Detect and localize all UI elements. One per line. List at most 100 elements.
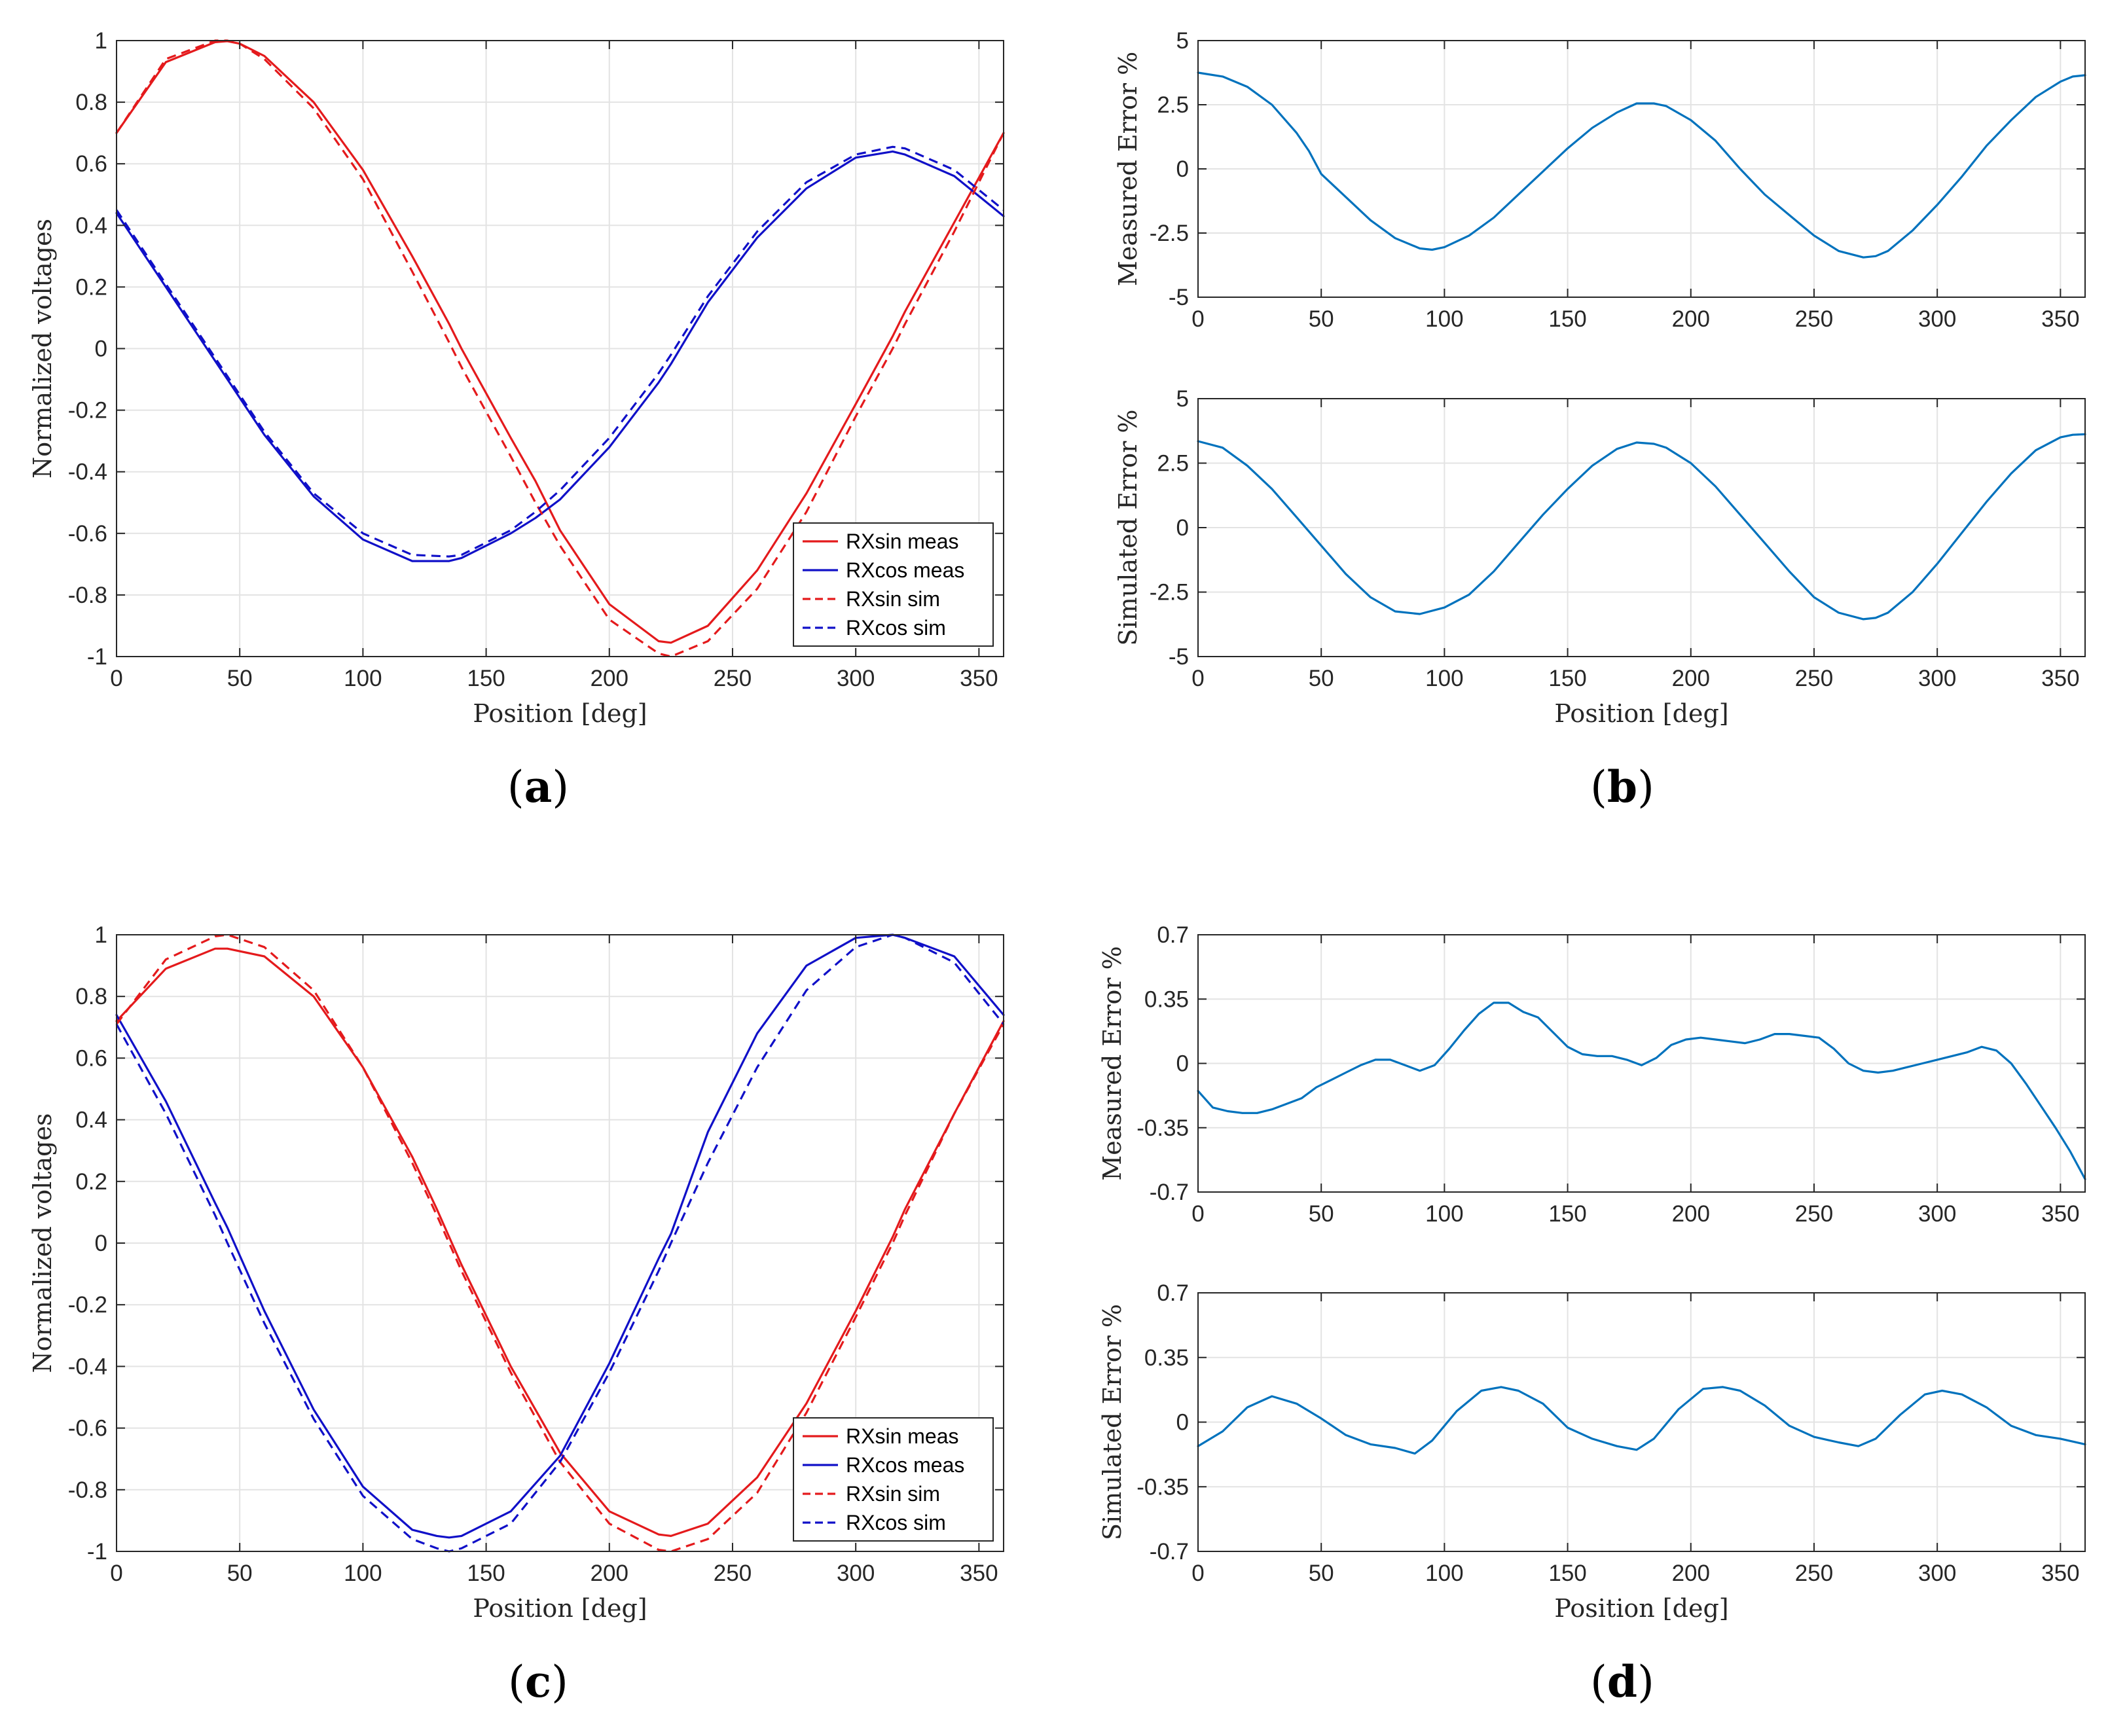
y-tick-label: 0.35 (1144, 986, 1189, 1012)
series-line-simulated-error (1197, 1386, 2086, 1455)
x-tick-label: 250 (714, 666, 752, 691)
chart-b-measured: 0 50 100 150 200 250 300 350 -5 -2.5 0 2.5 5 Measured… (1114, 28, 2086, 332)
legend-box (793, 522, 994, 647)
x-tick-label: 150 (1548, 666, 1586, 691)
y-tick-label: -0.35 (1136, 1115, 1189, 1141)
y-tick-label: -0.35 (1136, 1474, 1189, 1500)
y-axis-label: Measured Error % (1114, 52, 1142, 286)
x-tick-label: 250 (1795, 666, 1833, 691)
y-tick-label: 2.5 (1157, 451, 1189, 477)
series-line-simulated-error (1197, 433, 2086, 621)
x-tick-label: 50 (227, 1561, 253, 1586)
y-axis-label: Measured Error % (1098, 946, 1127, 1180)
x-tick-label: 0 (1191, 1201, 1204, 1227)
legend: RXsin meas RXcos meas RXsin sim RXcos sim (793, 1417, 994, 1542)
x-tick-label: 350 (960, 666, 998, 691)
chart-d-simulated: 0 50 100 150 200 250 300 350 -0.7 -0.35 0 0.35 0.7 Po… (1098, 1280, 2086, 1623)
x-tick-label: 300 (1918, 1201, 1956, 1227)
legend-box (793, 1417, 994, 1542)
y-tick-label: -0.2 (68, 1292, 107, 1318)
y-tick-label: 0.8 (75, 90, 107, 115)
y-tick-label: 0.7 (1157, 1280, 1189, 1306)
legend-entry: RXcos sim (846, 616, 946, 640)
y-tick-label: 0.6 (75, 151, 107, 177)
x-tick-label: 150 (467, 666, 505, 691)
panel-label-a: (a) (507, 761, 569, 812)
x-tick-label: 100 (344, 666, 382, 691)
y-tick-label: -1 (87, 1539, 107, 1564)
x-tick-label: 100 (1425, 306, 1463, 332)
y-axis-label: Normalized voltages (28, 219, 57, 479)
y-tick-label: -0.6 (68, 1416, 107, 1441)
y-tick-label: -2.5 (1150, 221, 1189, 246)
legend-entry: RXcos meas (846, 1453, 964, 1477)
y-tick-label: 0.4 (75, 1108, 107, 1133)
x-tick-label: 50 (1309, 1561, 1334, 1586)
y-tick-label: 0 (1176, 1051, 1189, 1077)
x-tick-label: 100 (1425, 666, 1463, 691)
legend-entry: RXcos meas (846, 558, 964, 582)
y-tick-label: 0.2 (75, 1169, 107, 1195)
x-tick-label: 350 (2041, 306, 2079, 332)
series-line-rxsin-sim (115, 933, 1005, 1553)
x-tick-label: 0 (110, 666, 122, 691)
legend-entry: RXsin meas (846, 530, 959, 553)
y-tick-label: -2.5 (1150, 580, 1189, 606)
y-tick-label: 0.2 (75, 274, 107, 300)
x-tick-label: 0 (1191, 306, 1204, 332)
y-tick-label: -0.4 (68, 1354, 107, 1379)
y-tick-label: -5 (1169, 285, 1189, 310)
chart-d-measured: 0 50 100 150 200 250 300 350 -0.7 -0.35 0 0.35 0.7 Me… (1098, 922, 2086, 1227)
x-tick-label: 200 (1672, 666, 1710, 691)
y-tick-label: 0 (1176, 156, 1189, 182)
x-tick-label: 300 (837, 666, 875, 691)
x-tick-label: 200 (1672, 1561, 1710, 1586)
y-tick-label: -5 (1169, 644, 1189, 670)
x-tick-label: 300 (1918, 666, 1956, 691)
x-tick-label: 50 (1309, 1201, 1334, 1227)
legend-entry: RXsin sim (846, 587, 940, 611)
x-tick-label: 300 (1918, 306, 1956, 332)
y-tick-label: 2.5 (1157, 92, 1189, 118)
x-tick-label: 150 (1548, 1201, 1586, 1227)
y-tick-label: -0.6 (68, 521, 107, 547)
panel-label-c-letter: c (525, 1656, 551, 1707)
y-tick-label: 0.6 (75, 1045, 107, 1071)
legend: RXsin meas RXcos meas RXsin sim RXcos sim (793, 522, 994, 647)
legend-entry: RXcos sim (846, 1511, 946, 1534)
y-tick-label: -1 (87, 644, 107, 670)
x-tick-label: 100 (1425, 1201, 1463, 1227)
y-tick-label: -0.7 (1150, 1180, 1189, 1205)
y-tick-label: 0 (1176, 1410, 1189, 1436)
series-line-rxcos-meas (115, 933, 1005, 1539)
panel-label-c: (c) (508, 1656, 568, 1707)
y-tick-label: 5 (1176, 386, 1189, 412)
y-axis-label: Normalized voltages (28, 1113, 57, 1373)
x-tick-label: 200 (1672, 1201, 1710, 1227)
y-tick-label: 0 (95, 1231, 107, 1256)
x-tick-label: 300 (1918, 1561, 1956, 1586)
x-tick-label: 150 (467, 1561, 505, 1586)
x-tick-label: 50 (1309, 306, 1334, 332)
legend-entry: RXsin sim (846, 1482, 940, 1506)
y-tick-label: -0.8 (68, 1477, 107, 1503)
y-tick-label: 5 (1176, 28, 1189, 54)
chart-b-simulated: 0 50 100 150 200 250 300 350 -5 -2.5 0 2.5 5 Position… (1114, 386, 2086, 728)
y-axis-label: Simulated Error % (1114, 410, 1142, 646)
x-tick-label: 150 (1548, 1561, 1586, 1586)
x-tick-label: 50 (1309, 666, 1334, 691)
x-axis-label: Position [deg] (473, 699, 647, 728)
y-tick-label: -0.2 (68, 398, 107, 424)
y-tick-label: 1 (95, 922, 107, 948)
chart-c: 0 50 100 150 200 250 300 350 -1 -0.8 -0.6 -0.4 -0.2 0… (28, 922, 1005, 1623)
panel-label-b-letter: b (1607, 761, 1637, 812)
x-axis-label: Position [deg] (473, 1594, 647, 1623)
series-line-rxsin-meas (115, 947, 1005, 1537)
panel-label-a-letter: a (524, 761, 553, 812)
y-tick-label: 0.35 (1144, 1345, 1189, 1371)
y-tick-label: 1 (95, 28, 107, 54)
x-tick-label: 100 (1425, 1561, 1463, 1586)
chart-a: 0 50 100 150 200 250 300 350 -1 -0.8 -0.6 -0.4 -0.2 0… (28, 28, 1005, 728)
y-axis-label: Simulated Error % (1098, 1304, 1127, 1540)
